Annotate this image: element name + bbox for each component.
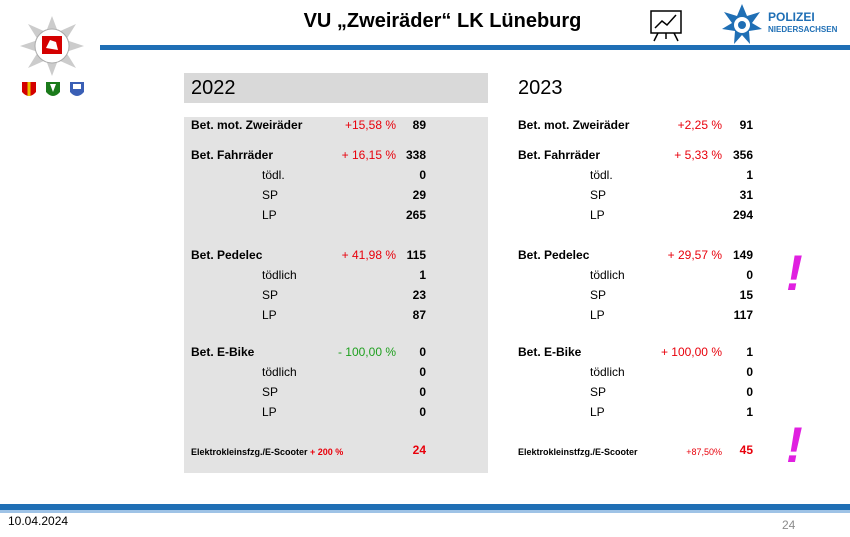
- sub-label: SP: [590, 385, 607, 399]
- value: 89: [412, 118, 426, 132]
- sub-label: tödlich: [590, 268, 625, 282]
- sub-label: LP: [590, 308, 605, 322]
- value: 31: [739, 188, 753, 202]
- change: +87,50%: [686, 447, 722, 457]
- change: + 16,15 %: [341, 148, 396, 162]
- change: + 41,98 %: [341, 248, 396, 262]
- sub-label: SP: [590, 288, 607, 302]
- change: + 200 %: [310, 447, 344, 457]
- sub-label: tödlich: [262, 268, 297, 282]
- sub-label: tödlich: [262, 365, 297, 379]
- value: 0: [419, 405, 426, 419]
- change: +15,58 %: [344, 118, 396, 132]
- sub-label: tödlich: [590, 365, 625, 379]
- value: 45: [739, 443, 753, 457]
- row-label: Bet. Fahrräder: [191, 148, 274, 162]
- sub-label: tödl.: [262, 168, 285, 182]
- value: 91: [739, 118, 753, 132]
- sub-label: SP: [262, 385, 279, 399]
- chart-icon: [650, 10, 682, 42]
- change: + 29,57 %: [667, 248, 722, 262]
- sub-label: SP: [262, 188, 279, 202]
- alert-mark: !: [786, 245, 803, 301]
- change: +2,25 %: [677, 118, 722, 132]
- row-label: Bet. Fahrräder: [518, 148, 601, 162]
- value: 115: [406, 248, 426, 262]
- value: 1: [419, 268, 426, 282]
- sub-label: LP: [590, 208, 605, 222]
- value: 0: [746, 365, 753, 379]
- row-label: Bet. mot. Zweiräder: [518, 118, 630, 132]
- value: 1: [746, 345, 753, 359]
- value: 149: [732, 248, 753, 262]
- value: 294: [732, 208, 753, 222]
- row-label: Bet. Pedelec: [518, 248, 590, 262]
- value: 0: [419, 365, 426, 379]
- value: 24: [412, 443, 426, 457]
- year: 2023: [518, 77, 563, 99]
- sub-label: LP: [262, 405, 277, 419]
- row-label: Bet. E-Bike: [518, 345, 582, 359]
- sub-label: SP: [262, 288, 279, 302]
- sub-label: SP: [590, 188, 607, 202]
- date: 10.04.2024: [8, 514, 69, 528]
- sub-label: LP: [262, 208, 277, 222]
- value: 0: [746, 268, 753, 282]
- value: 29: [412, 188, 426, 202]
- row-label: Elektrokleinsfzg./E-Scooter: [191, 447, 308, 457]
- header-bar: [100, 45, 850, 50]
- police-star: [722, 4, 762, 44]
- row-label: Elektrokleinstfzg./E-Scooter: [518, 447, 638, 457]
- value: 1: [746, 168, 753, 182]
- sub-label: tödl.: [590, 168, 613, 182]
- value: 1: [746, 405, 753, 419]
- year-header-bg: [184, 73, 488, 103]
- value: 0: [746, 385, 753, 399]
- value: 23: [412, 288, 426, 302]
- row-label: Bet. mot. Zweiräder: [191, 118, 303, 132]
- alert-mark: !: [786, 417, 803, 473]
- value: 15: [739, 288, 753, 302]
- column-bg: [184, 117, 488, 473]
- sub-label: LP: [262, 308, 277, 322]
- value: 356: [732, 148, 753, 162]
- row-label: Bet. E-Bike: [191, 345, 255, 359]
- value: 117: [733, 308, 753, 322]
- page-number: 24: [782, 518, 796, 532]
- footer-bar: [0, 504, 850, 510]
- logo-text: NIEDERSACHSEN: [768, 25, 838, 34]
- change: + 5,33 %: [674, 148, 722, 162]
- year: 2022: [191, 77, 236, 99]
- change: + 100,00 %: [660, 345, 722, 359]
- value: 338: [405, 148, 426, 162]
- change: - 100,00 %: [337, 345, 396, 359]
- title: VU „Zweiräder“ LK Lüneburg: [303, 10, 582, 32]
- logo-text: POLIZEI: [768, 10, 815, 24]
- row-label: Bet. Pedelec: [191, 248, 263, 262]
- value: 0: [419, 345, 426, 359]
- value: 265: [405, 208, 426, 222]
- sub-label: LP: [590, 405, 605, 419]
- footer-bar-light: [0, 510, 850, 513]
- value: 87: [412, 308, 426, 322]
- value: 0: [419, 385, 426, 399]
- value: 0: [419, 168, 426, 182]
- crest-logos: [20, 16, 84, 96]
